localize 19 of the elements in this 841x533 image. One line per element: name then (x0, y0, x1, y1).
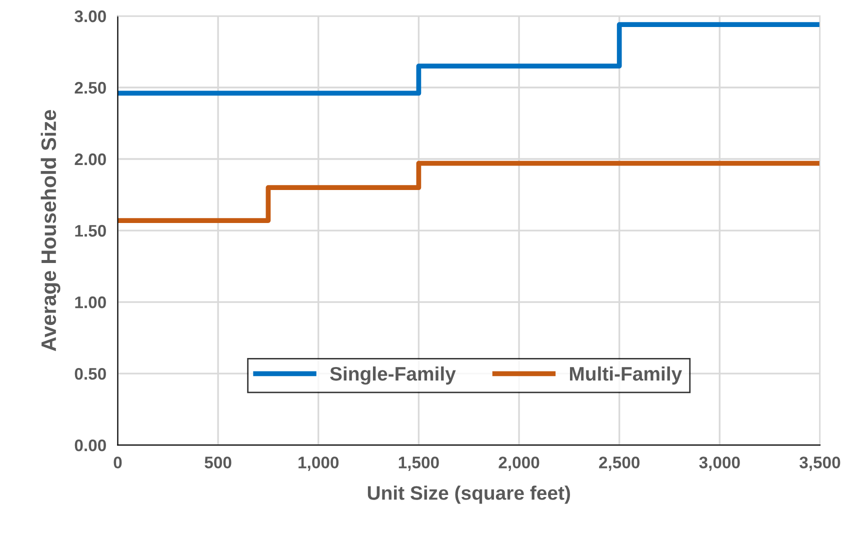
x-tick-label: 3,500 (800, 456, 840, 471)
x-tick-label: 1,000 (298, 456, 339, 471)
y-tick-label: 1.00 (75, 296, 106, 308)
y-tick-label: 3.00 (74, 10, 106, 22)
x-tick-label: 3,000 (699, 456, 740, 471)
y-axis-title: Average Household Size (40, 110, 60, 352)
x-tick-label: 500 (204, 456, 232, 468)
y-tick-label: 0.50 (74, 368, 106, 380)
x-tick-label: 2,500 (599, 456, 640, 471)
x-tick-label: 2,000 (498, 456, 540, 471)
y-tick-label: 1.50 (75, 224, 106, 237)
y-tick-label: 2.50 (74, 82, 106, 94)
x-axis-title: Unit Size (square feet) (368, 486, 570, 504)
legend-label: Multi-Family (570, 366, 682, 385)
x-tick-label: 1,500 (398, 456, 439, 471)
legend-label: Single-Family (330, 366, 456, 385)
y-tick-label: 2.00 (74, 153, 106, 166)
y-tick-label: 0.00 (74, 439, 106, 452)
x-tick-label: 0 (114, 456, 122, 468)
